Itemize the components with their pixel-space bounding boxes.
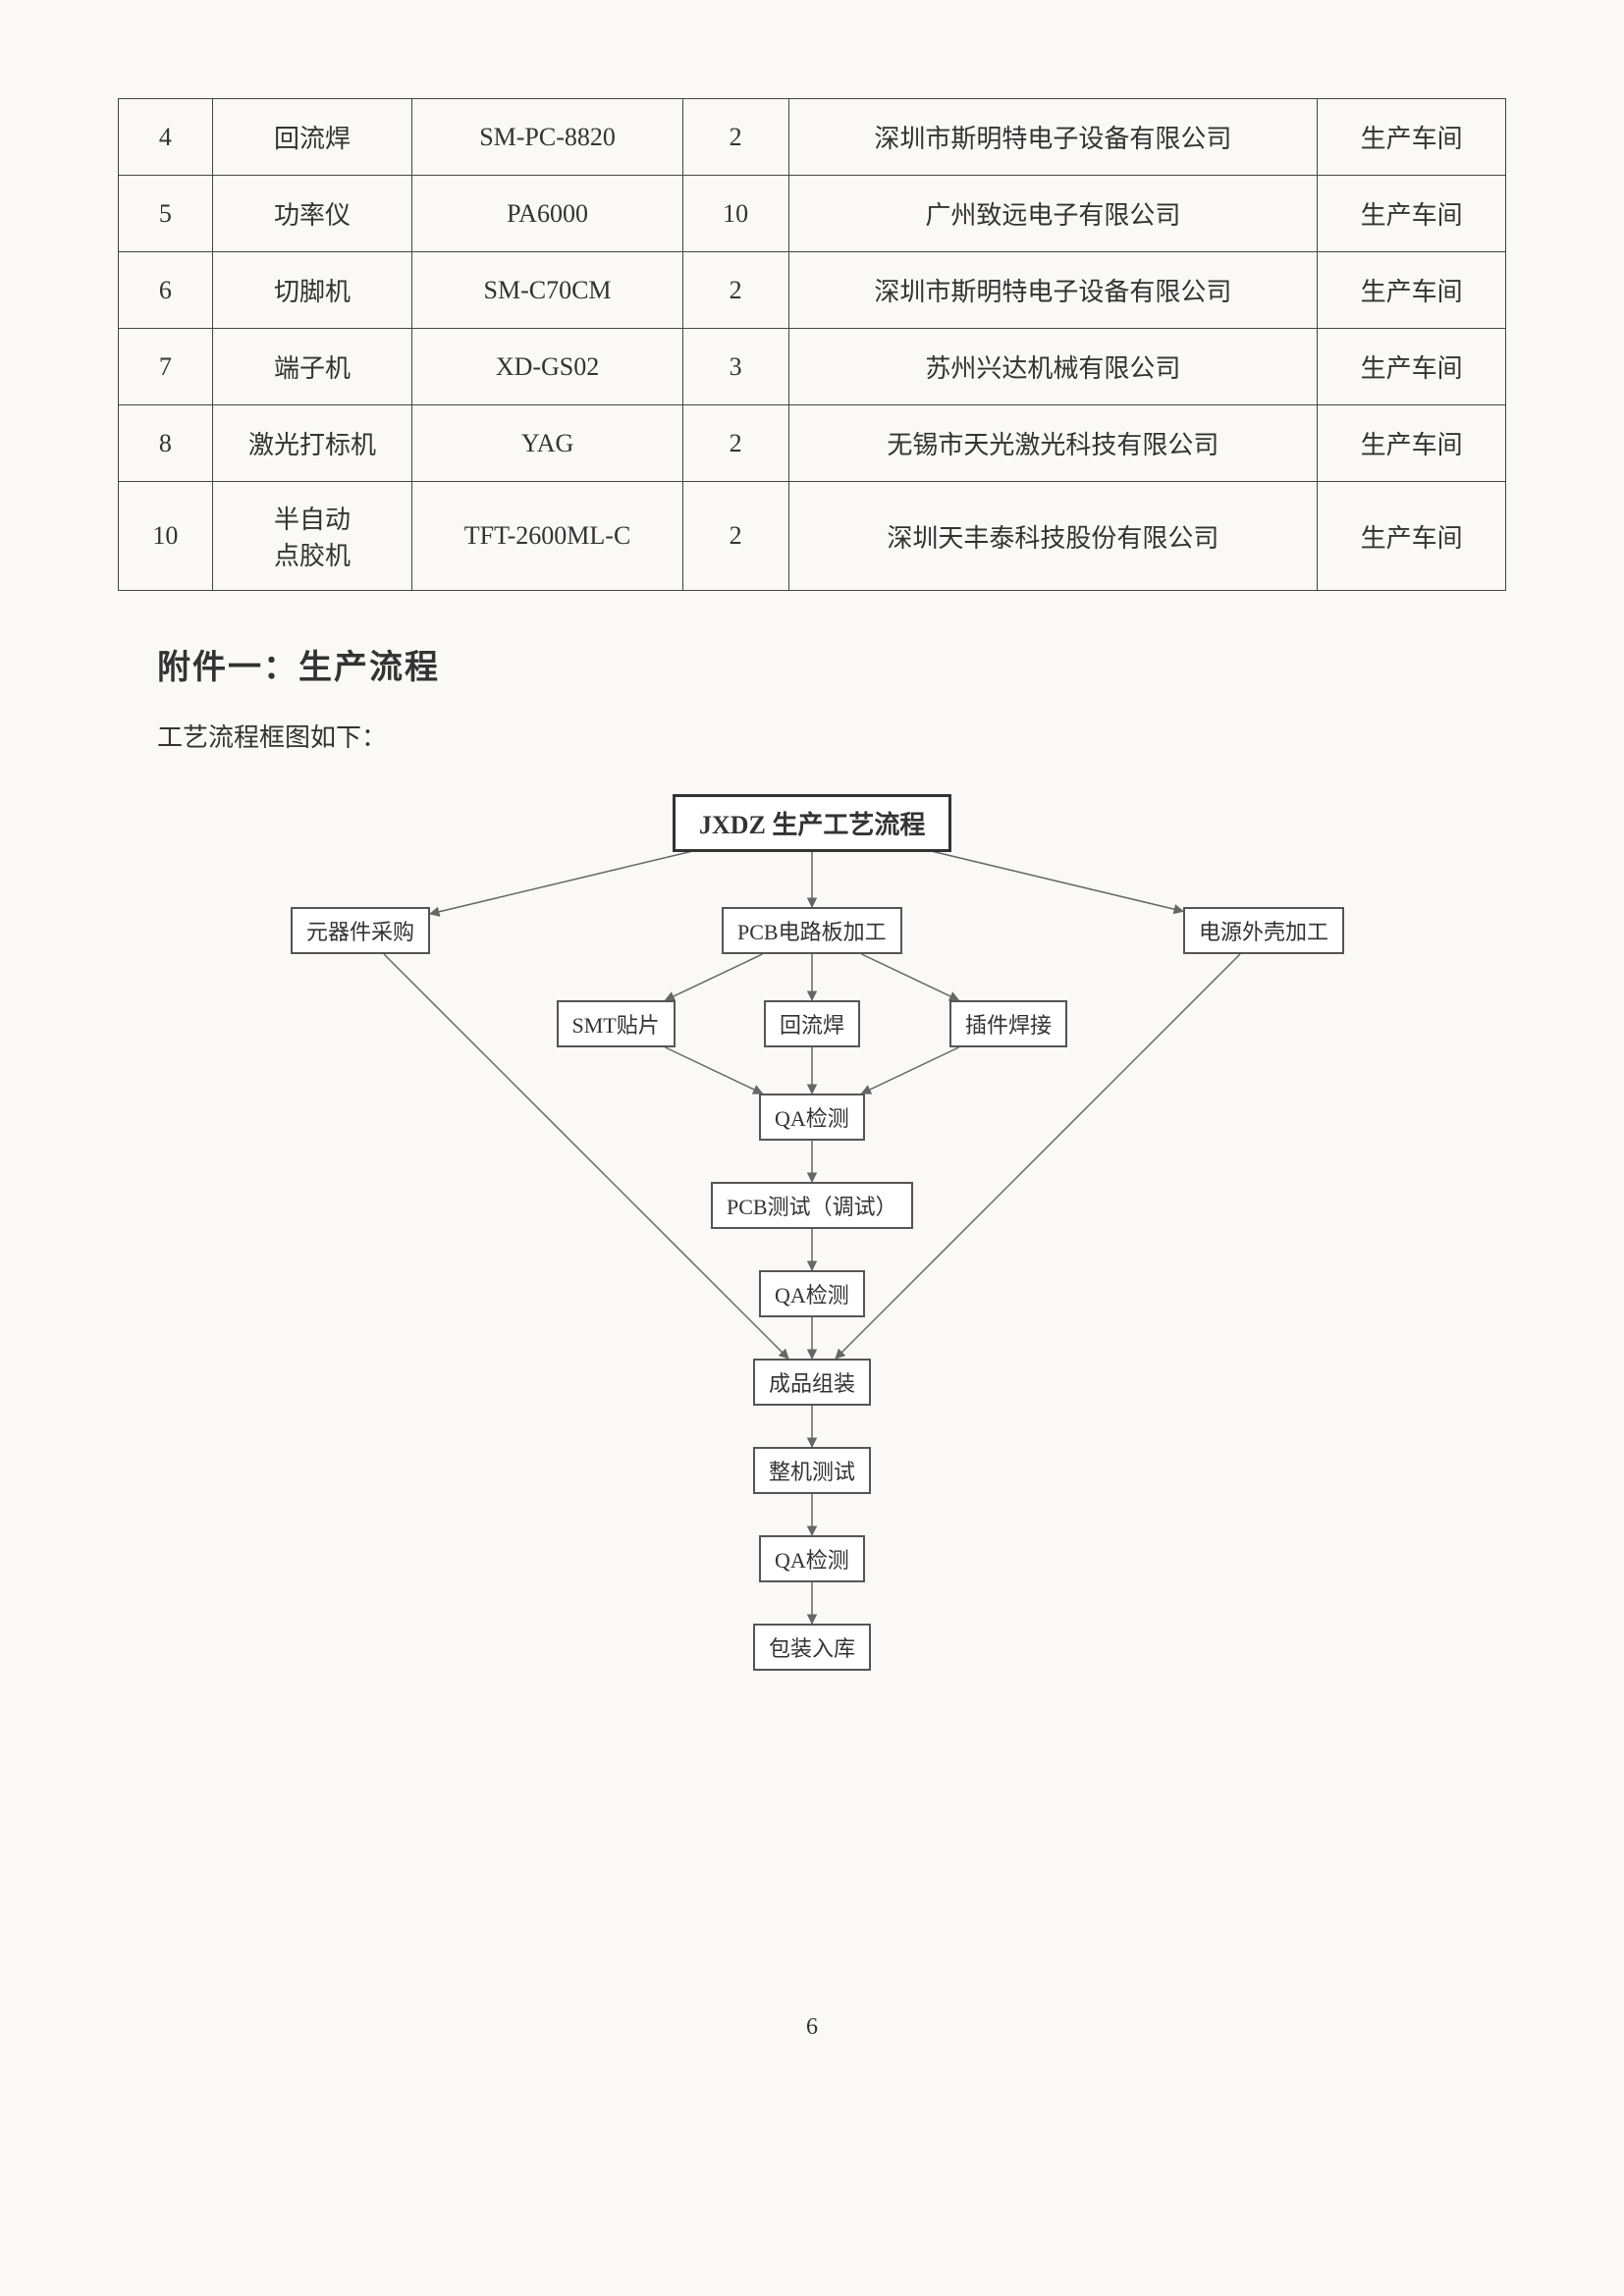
table-cell: SM-PC-8820 — [412, 99, 682, 176]
table-cell: 5 — [119, 176, 213, 252]
fc-node-procure: 元器件采购 — [291, 907, 430, 954]
table-cell: 3 — [682, 329, 788, 405]
table-cell: SM-C70CM — [412, 252, 682, 329]
table-cell: 2 — [682, 482, 788, 591]
table-cell: 半自动点胶机 — [212, 482, 412, 591]
table-cell: 苏州兴达机械有限公司 — [788, 329, 1318, 405]
table-cell: 生产车间 — [1318, 482, 1506, 591]
fc-node-qa3: QA检测 — [759, 1535, 865, 1582]
table-cell: 切脚机 — [212, 252, 412, 329]
table-cell: PA6000 — [412, 176, 682, 252]
table-cell: 深圳市斯明特电子设备有限公司 — [788, 99, 1318, 176]
fc-node-pcb_test: PCB测试（调试） — [711, 1182, 913, 1229]
table-cell: 功率仪 — [212, 176, 412, 252]
table-cell: 8 — [119, 405, 213, 482]
table-cell: 2 — [682, 99, 788, 176]
table-row: 5功率仪PA600010广州致远电子有限公司生产车间 — [119, 176, 1506, 252]
table-cell: 2 — [682, 405, 788, 482]
table-cell: 无锡市天光激光科技有限公司 — [788, 405, 1318, 482]
subtitle: 工艺流程框图如下： — [157, 718, 1506, 754]
table-cell: 7 — [119, 329, 213, 405]
table-cell: 端子机 — [212, 329, 412, 405]
table-row: 4回流焊SM-PC-88202深圳市斯明特电子设备有限公司生产车间 — [119, 99, 1506, 176]
fc-node-assembly: 成品组装 — [753, 1359, 871, 1406]
table-row: 10半自动点胶机TFT-2600ML-C2深圳天丰泰科技股份有限公司生产车间 — [119, 482, 1506, 591]
table-cell: 回流焊 — [212, 99, 412, 176]
fc-node-shell: 电源外壳加工 — [1183, 907, 1344, 954]
table-cell: 10 — [119, 482, 213, 591]
table-cell: 4 — [119, 99, 213, 176]
table-cell: 生产车间 — [1318, 252, 1506, 329]
table-row: 8激光打标机YAG2无锡市天光激光科技有限公司生产车间 — [119, 405, 1506, 482]
table-cell: 深圳天丰泰科技股份有限公司 — [788, 482, 1318, 591]
table-cell: YAG — [412, 405, 682, 482]
fc-node-qa1: QA检测 — [759, 1094, 865, 1141]
fc-node-qa2: QA检测 — [759, 1270, 865, 1317]
fc-node-unit_test: 整机测试 — [753, 1447, 871, 1494]
table-cell: 激光打标机 — [212, 405, 412, 482]
fc-node-pcb_proc: PCB电路板加工 — [722, 907, 902, 954]
table-cell: 广州致远电子有限公司 — [788, 176, 1318, 252]
equipment-table: 4回流焊SM-PC-88202深圳市斯明特电子设备有限公司生产车间5功率仪PA6… — [118, 98, 1506, 591]
table-cell: 2 — [682, 252, 788, 329]
page-number: 6 — [806, 2014, 818, 2041]
fc-node-insert: 插件焊接 — [949, 1000, 1067, 1047]
table-row: 6切脚机SM-C70CM2深圳市斯明特电子设备有限公司生产车间 — [119, 252, 1506, 329]
attachment-heading: 附件一：生产流程 — [157, 640, 1506, 688]
table-cell: 生产车间 — [1318, 176, 1506, 252]
table-cell: TFT-2600ML-C — [412, 482, 682, 591]
table-cell: 生产车间 — [1318, 405, 1506, 482]
table-cell: 10 — [682, 176, 788, 252]
table-cell: XD-GS02 — [412, 329, 682, 405]
table-cell: 6 — [119, 252, 213, 329]
fc-node-title: JXDZ 生产工艺流程 — [673, 794, 951, 852]
fc-node-reflow: 回流焊 — [764, 1000, 860, 1047]
table-cell: 生产车间 — [1318, 99, 1506, 176]
flowchart: JXDZ 生产工艺流程元器件采购 PCB电路板加工 电源外壳加工 SMT贴片 回流焊 插件… — [272, 793, 1352, 1775]
table-cell: 生产车间 — [1318, 329, 1506, 405]
fc-node-smt: SMT贴片 — [557, 1000, 676, 1047]
fc-node-pack: 包装入库 — [753, 1624, 871, 1671]
table-row: 7端子机XD-GS023苏州兴达机械有限公司生产车间 — [119, 329, 1506, 405]
table-cell: 深圳市斯明特电子设备有限公司 — [788, 252, 1318, 329]
